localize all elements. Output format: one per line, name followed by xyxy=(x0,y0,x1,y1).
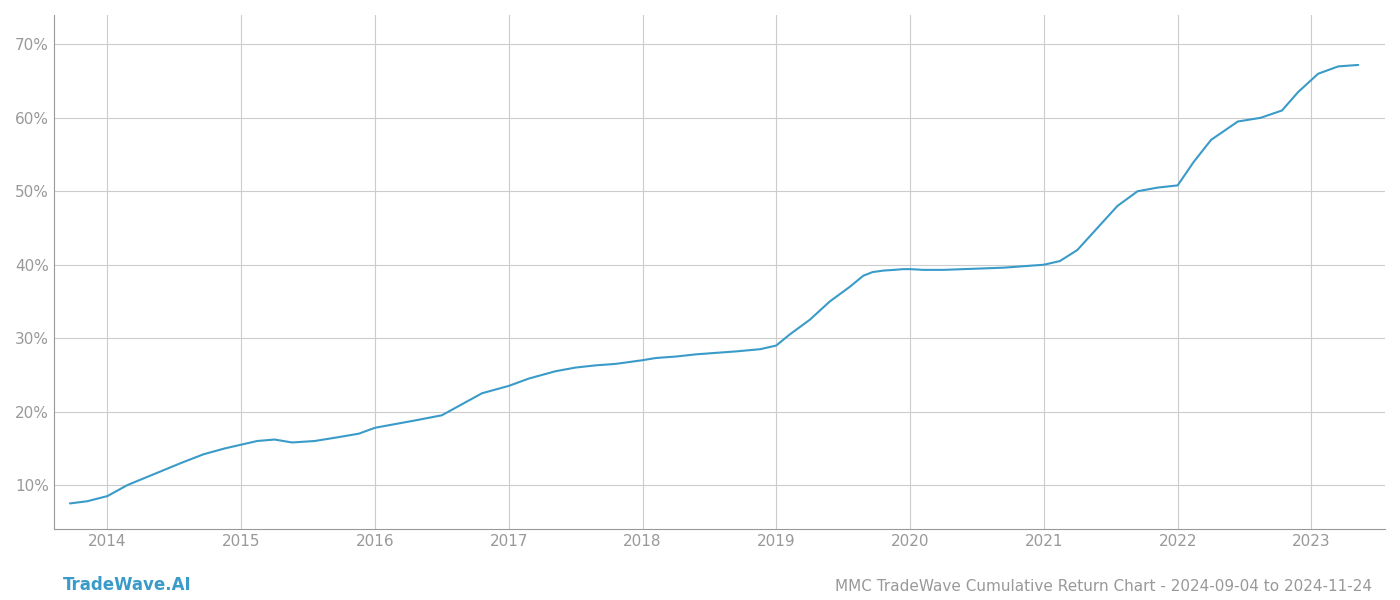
Text: TradeWave.AI: TradeWave.AI xyxy=(63,576,192,594)
Text: MMC TradeWave Cumulative Return Chart - 2024-09-04 to 2024-11-24: MMC TradeWave Cumulative Return Chart - … xyxy=(834,579,1372,594)
